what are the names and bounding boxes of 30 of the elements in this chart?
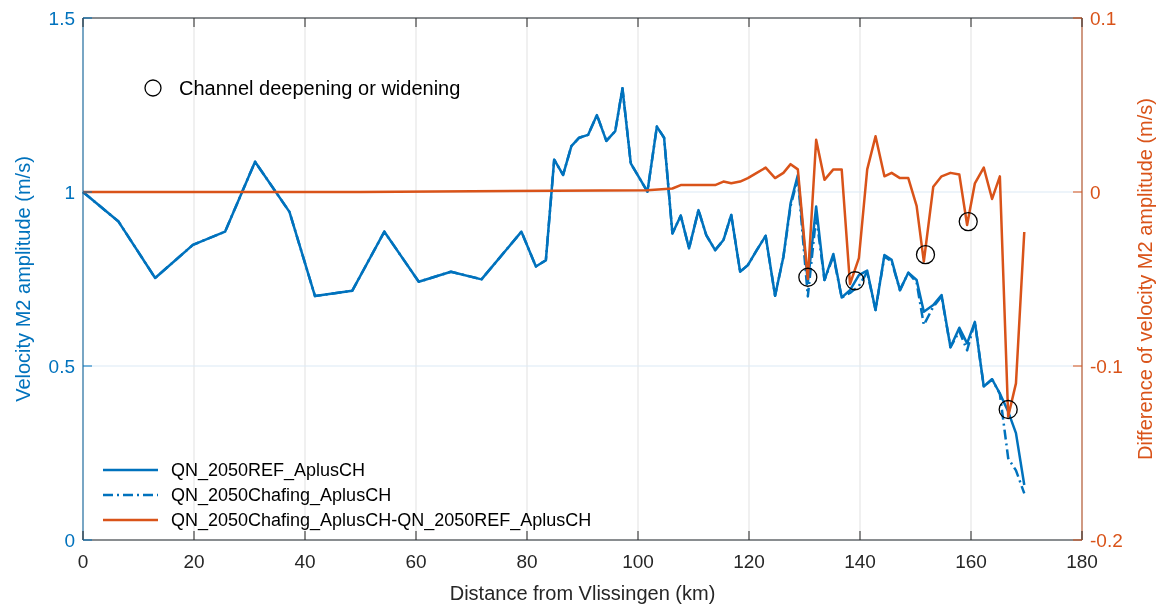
x-tick-label: 140 xyxy=(844,551,876,572)
y2-tick-label: -0.1 xyxy=(1090,355,1123,377)
legend-label: QN_2050Chafing_AplusCH-QN_2050REF_AplusCH xyxy=(171,510,592,532)
y2-axis-title: Difference of velocity M2 amplitude (m/s) xyxy=(1134,98,1156,460)
x-tick-label: 60 xyxy=(405,551,427,572)
legend-label: QN_2050REF_AplusCH xyxy=(171,460,366,482)
y-tick-label: 0.5 xyxy=(48,355,75,377)
y-axis-title: Velocity M2 amplitude (m/s) xyxy=(12,156,34,402)
x-tick-label: 120 xyxy=(733,551,765,572)
point xyxy=(845,271,865,291)
point xyxy=(915,244,936,265)
x-tick-label: 20 xyxy=(183,551,205,572)
y-tick-label: 1.5 xyxy=(48,7,75,29)
legend-label: QN_2050Chafing_AplusCH xyxy=(171,485,392,507)
y-tick-label: 0 xyxy=(64,529,75,551)
point xyxy=(998,399,1018,420)
x-axis-title: Distance from Vlissingen (km) xyxy=(449,582,716,604)
x-tick-label: 180 xyxy=(1066,551,1098,572)
legend-label: Channel deepening or widening xyxy=(179,77,461,99)
x-tick-label: 160 xyxy=(955,551,987,572)
point xyxy=(798,267,818,287)
y2-tick-label: 0.1 xyxy=(1090,7,1117,29)
y2-tick-label: 0 xyxy=(1090,181,1101,203)
point xyxy=(958,211,978,232)
x-tick-label: 0 xyxy=(77,551,89,572)
y-tick-label: 1 xyxy=(64,181,75,203)
y2-tick-label: -0.2 xyxy=(1090,529,1123,551)
x-tick-label: 80 xyxy=(516,551,538,572)
x-tick-label: 100 xyxy=(622,551,654,572)
x-tick-label: 40 xyxy=(294,551,316,572)
